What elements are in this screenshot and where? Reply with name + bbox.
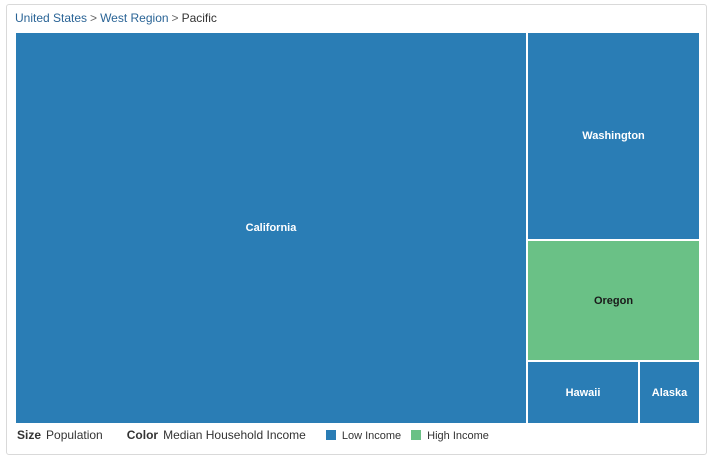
treemap-tile-oregon[interactable]: Oregon	[527, 240, 700, 361]
treemap: California Washington Oregon Hawaii Alaska	[15, 32, 700, 424]
treemap-tile-hawaii[interactable]: Hawaii	[527, 361, 639, 424]
legend-size-label: Size	[17, 428, 42, 442]
breadcrumb-link-west-region[interactable]: West Region	[100, 11, 169, 25]
breadcrumb-link-united-states[interactable]: United States	[15, 11, 88, 25]
treemap-label-washington: Washington	[582, 130, 645, 142]
legend-label-high-income: High Income	[427, 430, 489, 442]
treemap-label-hawaii: Hawaii	[565, 386, 601, 399]
breadcrumb-separator: >	[171, 11, 179, 25]
treemap-label-oregon: Oregon	[593, 294, 634, 307]
breadcrumb-separator: >	[90, 11, 98, 25]
legend-color-label: Color	[126, 428, 159, 442]
breadcrumb-current: Pacific	[181, 11, 217, 25]
legend-size-value: Population	[46, 428, 103, 442]
treemap-tile-alaska[interactable]: Alaska	[639, 361, 700, 424]
breadcrumb: United States > West Region > Pacific	[15, 11, 217, 25]
legend-swatch-low-income	[325, 430, 336, 440]
treemap-label-california: California	[245, 222, 297, 234]
treemap-tile-california[interactable]: California	[15, 32, 527, 424]
legend-label-low-income: Low Income	[341, 430, 402, 442]
legend: Size Population Color Median Household Inco…	[17, 428, 499, 442]
treemap-label-alaska: Alaska	[651, 386, 688, 399]
treemap-tile-washington[interactable]: Washington	[527, 32, 700, 240]
legend-swatch-high-income	[411, 430, 422, 440]
legend-color-value: Median Household Income	[163, 428, 306, 442]
